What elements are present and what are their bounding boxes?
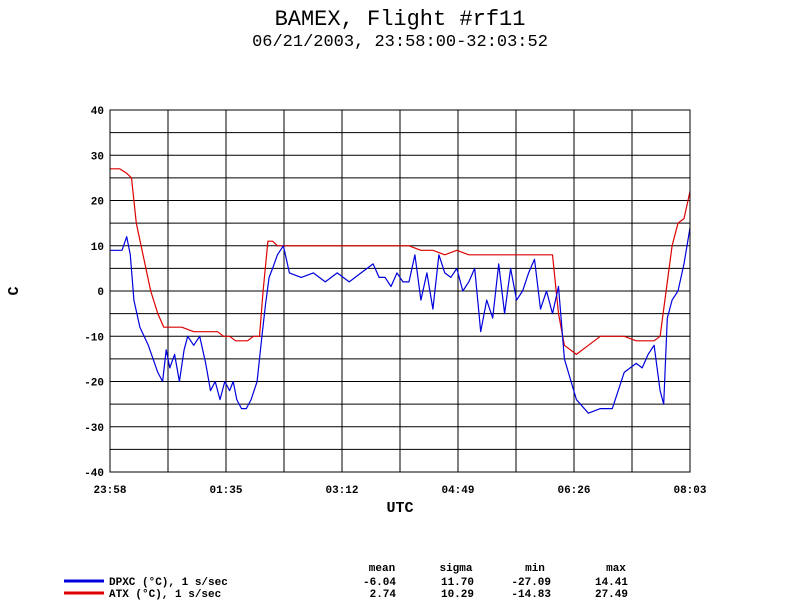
x-tick-label: 04:49	[441, 485, 474, 497]
y-tick-label: -40	[84, 468, 104, 480]
legend-min-atx: -14.83	[511, 589, 551, 601]
legend-mean-atx: 2.74	[370, 589, 397, 601]
legend-header-min: min	[525, 563, 545, 575]
x-tick-label: 06:26	[557, 485, 590, 497]
x-tick-label: 01:35	[209, 485, 242, 497]
y-tick-label: 10	[91, 242, 104, 254]
legend-max-dpxc: 14.41	[595, 577, 628, 589]
grid	[110, 110, 690, 472]
series-layer	[110, 168, 691, 414]
legend-min-dpxc: -27.09	[511, 577, 551, 589]
legend-header-max: max	[606, 563, 626, 575]
x-axis-label: UTC	[386, 500, 413, 517]
legend-max-atx: 27.49	[595, 589, 628, 601]
series-line-dpxc	[110, 227, 691, 414]
y-tick-label: 40	[91, 106, 104, 118]
legend-sigma-dpxc: 11.70	[441, 577, 474, 589]
y-tick-label: -20	[84, 378, 104, 390]
legend-header-sigma: sigma	[439, 563, 472, 575]
legend-label-atx: ATX (°C), 1 s/sec	[109, 589, 221, 601]
legend-label-dpxc: DPXC (°C), 1 s/sec	[109, 577, 228, 589]
y-tick-label: 0	[97, 287, 104, 299]
x-tick-label: 08:03	[673, 485, 706, 497]
y-tick-label: 30	[91, 151, 104, 163]
legend: mean sigma min max DPXC (°C), 1 s/sec -6…	[64, 563, 628, 601]
plot-frame	[109, 109, 691, 473]
y-tick-label: -30	[84, 423, 104, 435]
series-line-atx	[110, 168, 691, 355]
legend-mean-dpxc: -6.04	[363, 577, 396, 589]
y-axis-label: C	[6, 286, 23, 295]
chart-title: BAMEX, Flight #rf11	[275, 7, 526, 32]
x-tick-label: 03:12	[325, 485, 358, 497]
legend-sigma-atx: 10.29	[441, 589, 474, 601]
x-axis-ticks: 23:58 01:35 03:12 04:49 06:26 08:03	[93, 485, 706, 497]
legend-header-mean: mean	[369, 563, 395, 575]
chart-subtitle: 06/21/2003, 23:58:00-32:03:52	[252, 33, 548, 52]
x-tick-label: 23:58	[93, 485, 126, 497]
y-tick-label: -10	[84, 332, 104, 344]
y-tick-label: 20	[91, 197, 104, 209]
y-axis-ticks: 40 30 20 10 0 -10 -20 -30 -40	[84, 106, 104, 480]
